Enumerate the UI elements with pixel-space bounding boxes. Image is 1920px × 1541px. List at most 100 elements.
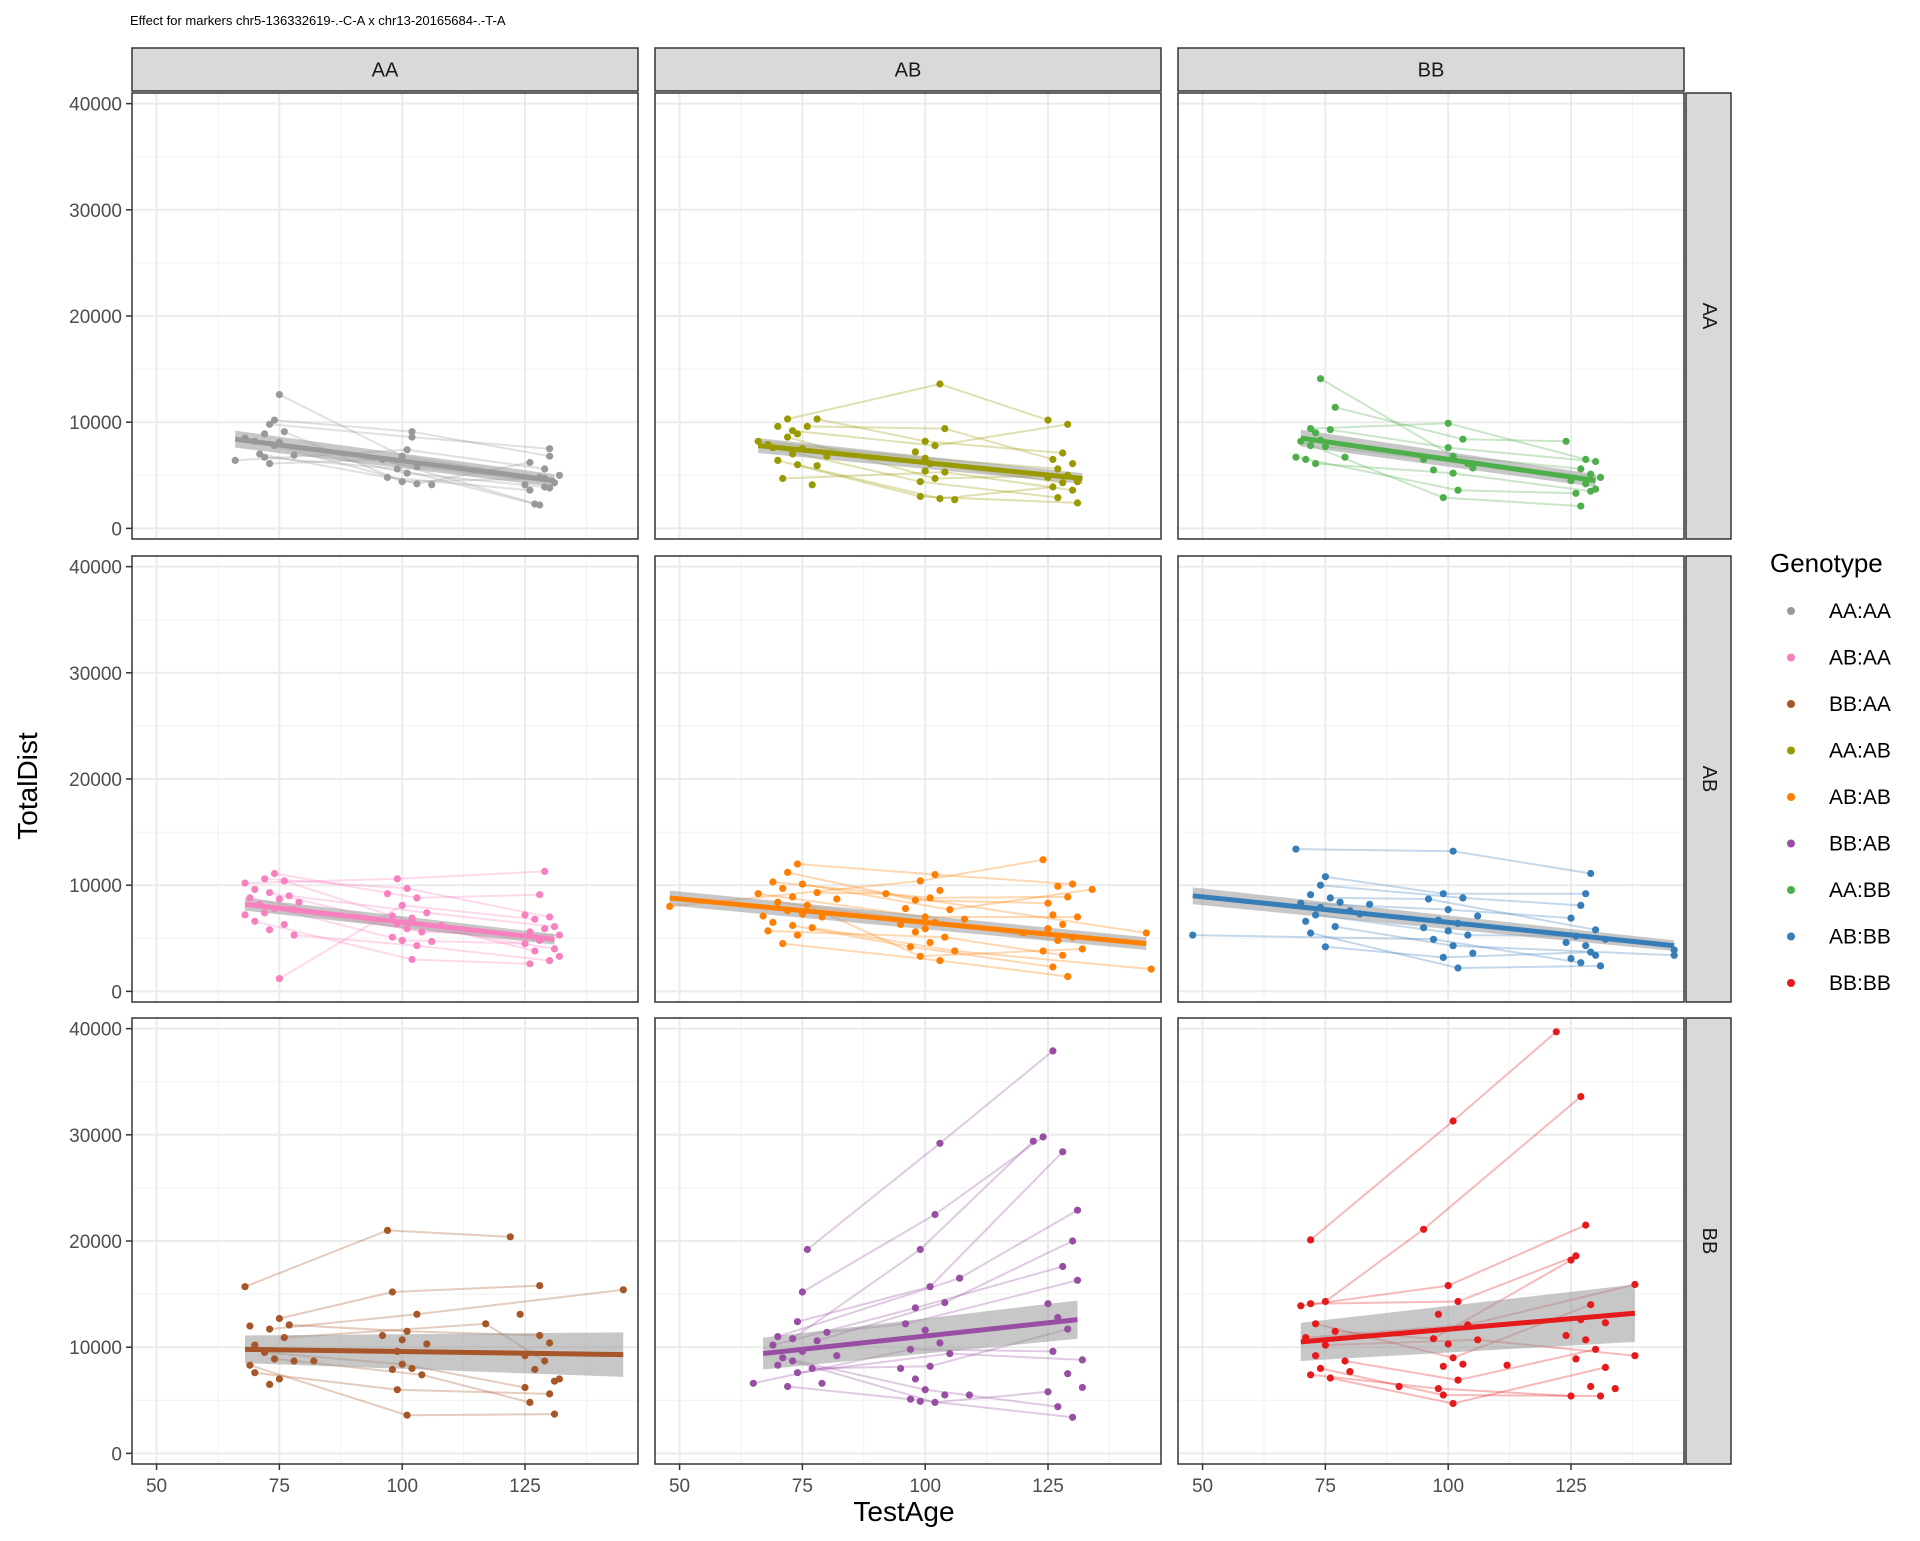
data-point	[1670, 951, 1678, 959]
legend-item: BB:AB	[1787, 833, 1891, 856]
data-point	[956, 1274, 964, 1282]
data-point	[1054, 882, 1062, 890]
data-point	[1064, 893, 1072, 901]
data-point	[793, 461, 802, 469]
fit-line	[669, 895, 1147, 947]
data-point	[1366, 900, 1374, 908]
data-point	[526, 960, 534, 968]
data-point	[555, 1375, 564, 1383]
data-point	[941, 933, 949, 941]
legend-item: BB:BB	[1787, 972, 1891, 995]
data-point	[546, 452, 554, 460]
legend-item: AA:BB	[1787, 879, 1891, 902]
data-point	[1449, 942, 1457, 950]
data-point	[941, 468, 949, 476]
data-point	[521, 911, 529, 919]
data-point	[911, 1304, 920, 1312]
data-point	[423, 909, 431, 917]
data-point	[1326, 426, 1334, 434]
data-point	[1321, 943, 1329, 951]
data-point	[1054, 1403, 1062, 1411]
data-point	[266, 420, 274, 428]
data-point	[1307, 1371, 1315, 1379]
data-point	[769, 878, 777, 886]
data-point	[897, 1364, 905, 1372]
data-point	[266, 926, 274, 934]
x-tick-label: 75	[269, 1476, 290, 1497]
data-point	[1059, 920, 1067, 929]
data-point	[1577, 502, 1585, 510]
data-point	[1567, 914, 1575, 922]
data-point	[1316, 1364, 1325, 1372]
data-point	[546, 913, 554, 921]
data-point	[916, 877, 924, 885]
data-point	[1567, 1392, 1575, 1400]
data-point	[1464, 931, 1472, 939]
data-point	[1331, 1327, 1339, 1335]
data-point	[1474, 1336, 1482, 1344]
data-point	[408, 914, 416, 922]
row-strip-label: AA	[1698, 303, 1720, 330]
x-axis-title: TestAge	[853, 1496, 954, 1527]
data-point	[1444, 444, 1452, 452]
data-point	[280, 920, 288, 929]
data-point	[388, 1288, 396, 1296]
data-point	[779, 1354, 787, 1362]
data-point	[808, 481, 816, 489]
data-point	[388, 912, 396, 920]
data-point	[423, 1340, 431, 1348]
data-point	[784, 868, 792, 877]
data-point	[1587, 1301, 1595, 1309]
data-point	[1039, 856, 1047, 864]
data-point	[506, 1233, 514, 1241]
data-point	[946, 1350, 954, 1358]
data-point	[911, 896, 920, 904]
data-point	[1439, 890, 1447, 898]
data-point	[946, 906, 954, 914]
data-point	[1049, 963, 1057, 971]
data-point	[546, 445, 554, 453]
data-point	[521, 940, 529, 948]
data-point	[1592, 457, 1600, 466]
legend-key	[1787, 979, 1795, 987]
data-point	[550, 923, 559, 931]
data-point	[275, 1375, 283, 1383]
data-point	[1073, 499, 1082, 507]
legend-label: BB:AA	[1829, 693, 1891, 716]
legend-item: AB:BB	[1787, 926, 1891, 949]
data-point	[1302, 917, 1310, 925]
data-point	[789, 1335, 797, 1343]
data-point	[295, 898, 303, 906]
x-tick-label: 125	[509, 1476, 541, 1497]
data-point	[1444, 419, 1452, 427]
data-point	[921, 467, 929, 475]
data-point	[1044, 925, 1052, 933]
data-point	[1189, 931, 1197, 939]
data-point	[418, 1371, 426, 1379]
x-tick-label: 125	[1032, 1476, 1064, 1497]
data-point	[1312, 1320, 1320, 1328]
data-point	[926, 938, 934, 947]
data-point	[793, 1369, 802, 1377]
row-strip	[1685, 555, 1732, 1003]
data-point	[789, 921, 797, 930]
data-point	[1582, 1221, 1590, 1229]
data-point	[1572, 1252, 1580, 1260]
data-point	[926, 1362, 934, 1370]
data-point	[901, 905, 910, 913]
data-point	[1312, 911, 1320, 919]
chart-title: Effect for markers chr5-136332619-.-C-A …	[130, 13, 506, 28]
row-strip	[1685, 1017, 1732, 1465]
data-point	[290, 931, 298, 939]
data-point	[531, 1365, 539, 1374]
data-point	[931, 871, 939, 879]
data-point	[1346, 1368, 1354, 1376]
data-point	[1611, 1385, 1619, 1393]
data-point	[1312, 429, 1320, 437]
data-point	[1474, 912, 1482, 920]
panel-AB-AA: 0 10000 20000 30000 40000	[69, 555, 639, 1003]
data-point	[1307, 442, 1315, 450]
data-point	[270, 1355, 279, 1363]
data-point	[1073, 1206, 1082, 1214]
